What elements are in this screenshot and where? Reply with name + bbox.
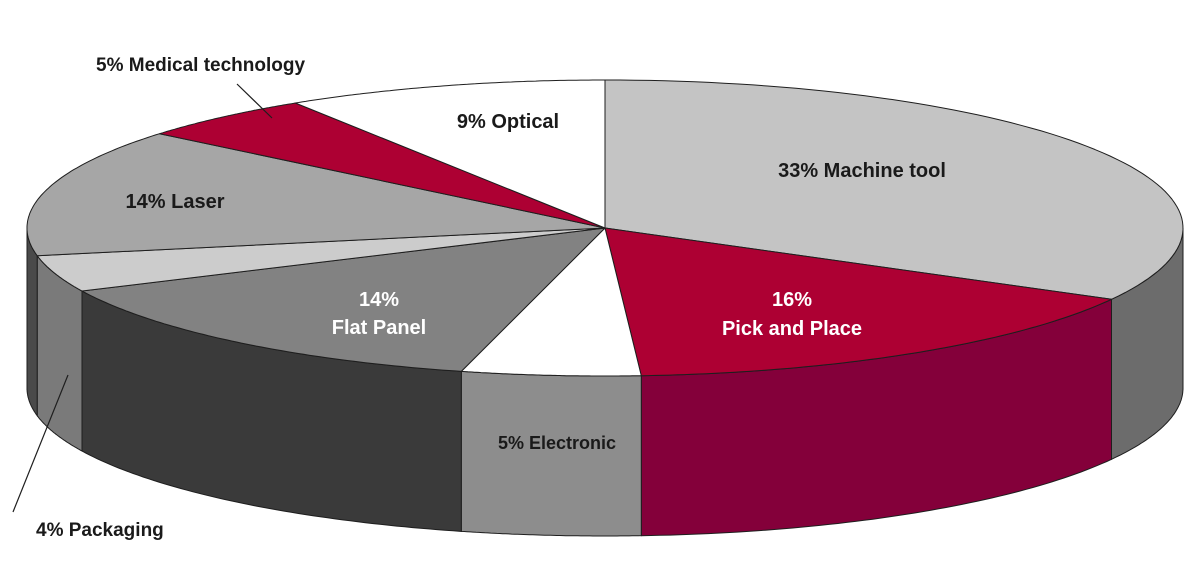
slice-optical (294, 79, 606, 229)
slice-flat-panel (81, 227, 606, 372)
side-laser (26, 228, 38, 418)
slice-medical-technology (159, 102, 606, 229)
label-optical: 9% Optical (457, 111, 559, 133)
slice-electronic (460, 227, 642, 377)
pie-sides (26, 228, 1184, 537)
leader-lines (12, 83, 273, 513)
label-machine-tool: 33% Machine tool (778, 160, 946, 182)
slice-laser (26, 133, 606, 257)
label-pick-and-place-pct: 16% (772, 289, 812, 311)
slice-labels: 33% Machine tool 16% Pick and Place 5% E… (36, 55, 946, 541)
label-flat-panel-pct: 14% (359, 289, 399, 311)
label-packaging: 4% Packaging (36, 520, 164, 541)
label-electronic: 5% Electronic (498, 433, 616, 453)
label-laser: 14% Laser (126, 191, 225, 213)
slice-machine-tool (604, 79, 1184, 300)
slice-pick-and-place (604, 227, 1112, 377)
label-flat-panel-name: Flat Panel (332, 317, 426, 339)
side-electronic (460, 370, 642, 537)
label-medical-technology: 5% Medical technology (96, 55, 305, 76)
leader-medical-technology (236, 83, 273, 119)
label-pick-and-place-name: Pick and Place (722, 318, 862, 340)
leader-packaging (12, 374, 69, 513)
pie-tops (26, 79, 1184, 377)
slice-packaging (36, 227, 606, 292)
